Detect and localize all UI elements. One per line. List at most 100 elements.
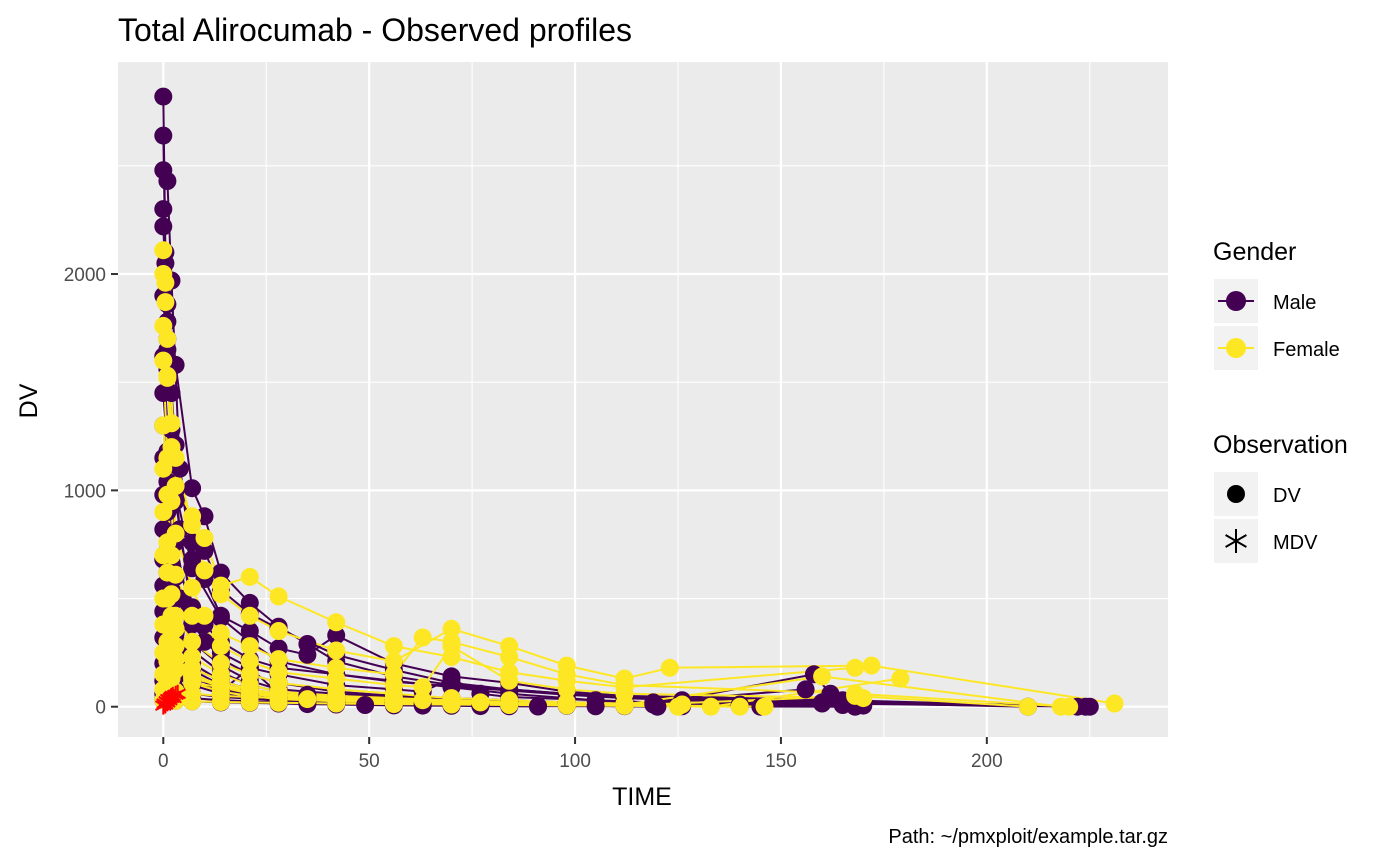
- data-point-female: [156, 293, 175, 312]
- data-point-female: [384, 695, 403, 714]
- data-point-male: [1080, 697, 1099, 716]
- data-point-female: [269, 587, 288, 606]
- data-point-female: [471, 693, 490, 712]
- data-point-female: [195, 561, 214, 580]
- data-point-female: [183, 632, 202, 651]
- legend-label-male: Male: [1273, 292, 1316, 314]
- plot-panel: [118, 62, 1168, 737]
- y-tick-label: 0: [95, 698, 106, 719]
- data-point-female: [442, 619, 461, 638]
- data-point-female: [442, 637, 461, 656]
- data-point-female: [240, 637, 259, 656]
- data-point-female: [195, 606, 214, 625]
- data-point-female: [154, 316, 173, 335]
- data-point-male: [356, 696, 375, 714]
- mdv-point: [169, 684, 187, 703]
- data-point-female: [154, 416, 173, 435]
- data-point-female: [1051, 697, 1070, 716]
- data-point-female: [615, 696, 634, 715]
- x-tick-label: 150: [765, 751, 797, 772]
- data-point-male: [154, 384, 173, 402]
- data-point-female: [413, 691, 432, 710]
- data-point-female: [846, 658, 865, 677]
- data-point-male: [586, 697, 605, 716]
- data-point-female: [500, 696, 519, 714]
- data-point-female: [154, 459, 173, 478]
- data-point-female: [269, 650, 288, 669]
- data-point-male: [327, 626, 346, 645]
- legend-label-dv: DV: [1273, 485, 1301, 507]
- data-point-female: [557, 665, 576, 684]
- data-point-female: [269, 622, 288, 640]
- minor-gridlines: [118, 62, 1168, 737]
- mdv-points: [154, 684, 187, 715]
- data-point-female: [183, 606, 202, 625]
- data-point-female: [183, 692, 202, 711]
- data-point-male: [648, 697, 667, 716]
- data-point-female: [240, 693, 259, 712]
- data-point-female: [154, 503, 173, 521]
- data-point-female: [240, 652, 259, 671]
- data-point-female: [327, 694, 346, 713]
- data-point-female: [240, 567, 259, 586]
- data-point-female: [327, 613, 346, 632]
- data-point-female: [211, 585, 230, 604]
- data-point-female: [500, 648, 519, 666]
- chart-title: Total Alirocumab - Observed profiles: [118, 12, 632, 48]
- data-point-female: [211, 624, 230, 643]
- data-point-female: [413, 678, 432, 697]
- data-point-female: [158, 368, 177, 387]
- data-point-female: [384, 637, 403, 656]
- data-point-female: [211, 637, 230, 656]
- data-point-male: [158, 172, 177, 190]
- legend-key-female-dot: [1226, 338, 1246, 358]
- data-point-female: [154, 351, 173, 370]
- data-point-female: [755, 697, 774, 716]
- data-point-male: [183, 479, 202, 498]
- data-point-female: [413, 628, 432, 647]
- legend-label-mdv: MDV: [1273, 532, 1318, 554]
- data-point-female: [298, 690, 317, 709]
- data-point-female: [862, 656, 881, 675]
- data-point-female: [891, 669, 910, 688]
- data-point-male: [154, 126, 173, 145]
- x-tick-label: 50: [359, 751, 380, 772]
- legend-label-female: Female: [1273, 339, 1340, 361]
- data-point-female: [442, 695, 461, 714]
- data-point-male: [211, 606, 230, 625]
- legend-key-male-dot: [1226, 291, 1246, 311]
- data-point-male: [821, 684, 840, 703]
- data-point-male: [183, 550, 202, 569]
- data-point-female: [154, 589, 173, 608]
- data-point-male: [796, 680, 815, 699]
- data-point-female: [154, 546, 173, 565]
- y-axis-title: DV: [15, 383, 43, 418]
- data-point-female: [183, 578, 202, 597]
- y-tick-label: 1000: [64, 481, 106, 502]
- data-point-female: [384, 652, 403, 671]
- series-points: [154, 87, 1124, 716]
- legend-gender-title: Gender: [1213, 238, 1296, 266]
- x-tick-label: 200: [971, 751, 1003, 772]
- data-point-male: [240, 622, 259, 640]
- data-point-female: [158, 485, 177, 504]
- data-point-female: [1019, 697, 1037, 716]
- data-point-male: [154, 217, 173, 236]
- data-point-male: [529, 697, 547, 716]
- legend-key-dv-dot: [1227, 485, 1245, 503]
- data-point-female: [557, 680, 576, 699]
- data-point-male: [442, 669, 461, 688]
- data-point-male: [154, 87, 173, 106]
- data-point-female: [183, 507, 202, 526]
- y-tick-label: 2000: [64, 265, 106, 286]
- x-axis-title: TIME: [612, 783, 672, 811]
- data-point-female: [154, 241, 173, 260]
- data-point-female: [211, 693, 230, 711]
- data-point-male: [298, 645, 317, 664]
- caption: Path: ~/pmxploit/example.tar.gz: [888, 826, 1168, 848]
- data-point-female: [813, 667, 832, 686]
- data-point-female: [154, 615, 173, 634]
- data-point-female: [660, 658, 679, 677]
